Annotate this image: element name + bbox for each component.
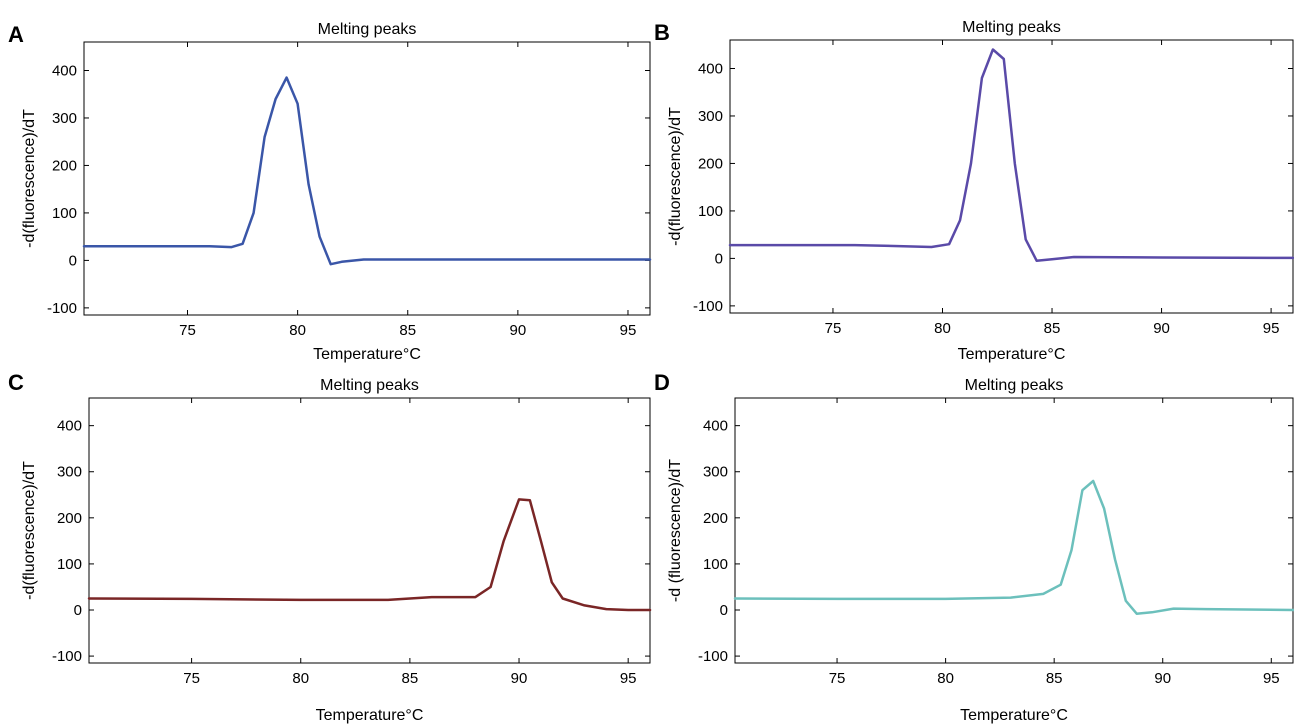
melting-curve-line bbox=[82, 76, 652, 266]
y-axis-label: -d(fluorescence)/dT bbox=[21, 109, 38, 248]
y-tick-label: -100 bbox=[52, 648, 82, 665]
y-tick-label: 400 bbox=[52, 62, 77, 79]
x-tick-label: 80 bbox=[934, 320, 951, 337]
x-tick-label: 75 bbox=[179, 322, 196, 339]
x-tick-label: 95 bbox=[620, 670, 637, 687]
chart-title: Melting peaks bbox=[962, 19, 1061, 36]
x-axis-label: Temperature°C bbox=[960, 707, 1068, 724]
y-tick-label: 100 bbox=[703, 556, 728, 573]
y-axis-label: -d (fluorescence)/dT bbox=[667, 459, 684, 602]
panel-letter: C bbox=[8, 370, 24, 395]
chart-panel-d: D Melting peaks 75 80 85 90 95 -100 0 100 200 300 40… bbox=[654, 370, 1294, 724]
x-axis-label: Temperature°C bbox=[958, 346, 1066, 363]
x-tick-label: 80 bbox=[292, 670, 309, 687]
x-tick-label: 90 bbox=[511, 670, 528, 687]
y-axis-label: -d(fluorescence)/dT bbox=[21, 461, 38, 600]
y-tick-label: 300 bbox=[57, 464, 82, 481]
chart-title: Melting peaks bbox=[320, 377, 419, 394]
panel-letter: D bbox=[654, 370, 670, 395]
y-tick-label: 200 bbox=[703, 510, 728, 527]
y-tick-label: 100 bbox=[52, 205, 77, 222]
y-tick-label: 0 bbox=[74, 602, 82, 619]
panel-letter: A bbox=[8, 22, 24, 47]
plot-frame bbox=[88, 397, 651, 664]
chart-panel-a: A Melting peaks 75 80 85 90 95 -100 0 100 200 300 40… bbox=[8, 21, 652, 363]
x-tick-label: 85 bbox=[399, 322, 416, 339]
panel-letter: B bbox=[654, 20, 670, 45]
y-tick-label: -100 bbox=[698, 648, 728, 665]
y-tick-label: 0 bbox=[715, 250, 723, 267]
x-tick-label: 75 bbox=[829, 670, 846, 687]
y-tick-label: -100 bbox=[693, 298, 723, 315]
y-tick-label: 0 bbox=[720, 602, 728, 619]
x-axis-label: Temperature°C bbox=[316, 707, 424, 724]
plot-frame bbox=[83, 41, 651, 316]
chart-title: Melting peaks bbox=[965, 377, 1064, 394]
melting-curve-line bbox=[728, 48, 1294, 263]
y-tick-label: 400 bbox=[698, 60, 723, 77]
y-tick-label: 400 bbox=[57, 418, 82, 435]
x-tick-label: 90 bbox=[510, 322, 527, 339]
x-tick-label: 80 bbox=[289, 322, 306, 339]
x-tick-label: 85 bbox=[402, 670, 419, 687]
x-axis-label: Temperature°C bbox=[313, 346, 421, 363]
x-tick-label: 85 bbox=[1046, 670, 1063, 687]
y-tick-label: 300 bbox=[698, 108, 723, 125]
x-tick-label: 95 bbox=[1263, 320, 1280, 337]
chart-panel-c: C Melting peaks 75 80 85 90 95 -100 0 100 200 300 40… bbox=[8, 370, 652, 724]
y-tick-label: 100 bbox=[698, 203, 723, 220]
y-tick-label: 0 bbox=[69, 252, 77, 269]
plot-frame bbox=[729, 39, 1294, 314]
chart-title: Melting peaks bbox=[318, 21, 417, 38]
y-tick-label: -100 bbox=[47, 300, 77, 317]
plot-frame bbox=[734, 397, 1294, 664]
x-tick-label: 85 bbox=[1044, 320, 1061, 337]
x-tick-label: 80 bbox=[937, 670, 954, 687]
y-tick-label: 300 bbox=[52, 110, 77, 127]
melting-curve-line bbox=[733, 479, 1294, 615]
chart-panel-b: B Melting peaks 75 80 85 90 95 -100 0 100 200 300 40… bbox=[654, 19, 1294, 363]
x-tick-label: 95 bbox=[1263, 670, 1280, 687]
x-tick-label: 95 bbox=[620, 322, 637, 339]
x-tick-label: 90 bbox=[1153, 320, 1170, 337]
y-tick-label: 200 bbox=[57, 510, 82, 527]
y-tick-label: 200 bbox=[698, 155, 723, 172]
y-axis-label: -d(fluorescence)/dT bbox=[667, 107, 684, 246]
x-tick-label: 90 bbox=[1154, 670, 1171, 687]
y-tick-label: 400 bbox=[703, 418, 728, 435]
y-tick-label: 300 bbox=[703, 464, 728, 481]
x-tick-label: 75 bbox=[183, 670, 200, 687]
y-tick-label: 100 bbox=[57, 556, 82, 573]
x-tick-label: 75 bbox=[825, 320, 842, 337]
melting-curve-line bbox=[87, 498, 652, 612]
y-tick-label: 200 bbox=[52, 157, 77, 174]
